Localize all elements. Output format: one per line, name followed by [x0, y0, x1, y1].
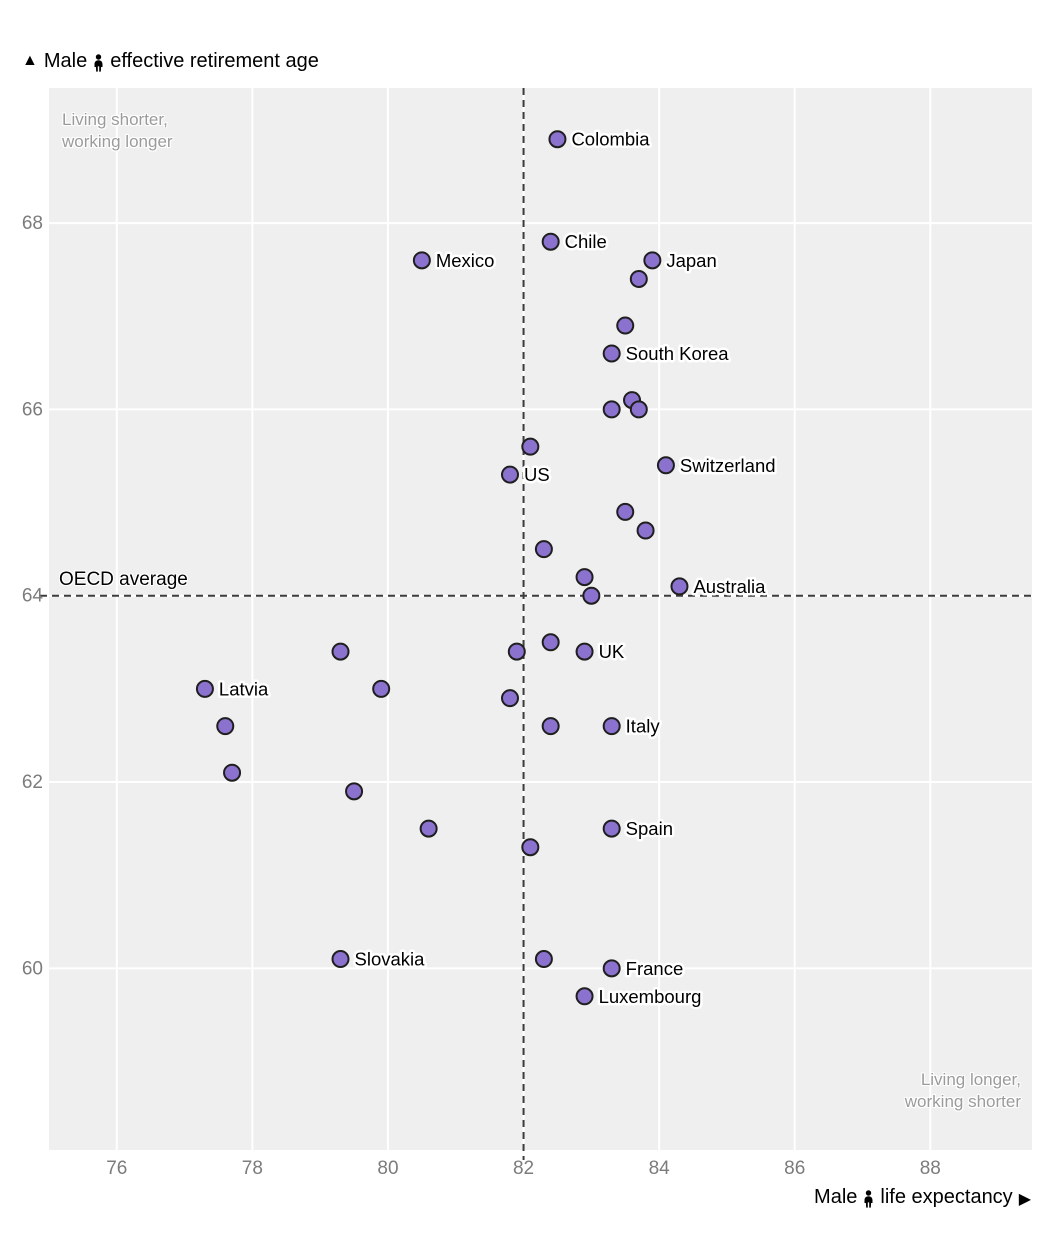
data-point[interactable]	[541, 633, 560, 652]
data-point-latvia[interactable]	[195, 679, 214, 698]
person-icon	[94, 53, 103, 72]
data-point[interactable]	[575, 568, 594, 587]
data-point-japan[interactable]	[643, 251, 662, 270]
data-point[interactable]	[616, 502, 635, 521]
data-point[interactable]	[534, 540, 553, 559]
point-label-luxembourg: Luxembourg	[599, 986, 702, 1007]
data-point[interactable]	[507, 642, 526, 661]
data-point-uk[interactable]	[575, 642, 594, 661]
point-label-latvia: Latvia	[219, 678, 269, 699]
annotation-living-longer: Living longer, working shorter	[905, 1069, 1021, 1113]
data-point-australia[interactable]	[670, 577, 689, 596]
data-point-luxembourg[interactable]	[575, 987, 594, 1006]
data-point[interactable]	[223, 763, 242, 782]
data-point[interactable]	[345, 782, 364, 801]
data-point-colombia[interactable]	[548, 130, 567, 149]
x-axis-title-male: Male	[814, 1186, 858, 1208]
plot-area	[49, 88, 1032, 1150]
data-point[interactable]	[331, 642, 350, 661]
point-label-mexico: Mexico	[436, 250, 495, 271]
x-tick-label: 84	[649, 1158, 671, 1179]
y-tick-label: 62	[22, 772, 43, 793]
data-point[interactable]	[582, 586, 601, 605]
point-label-italy: Italy	[626, 716, 661, 737]
x-axis-title: Male life expectancy ▶	[814, 1186, 1031, 1209]
y-tick-label: 64	[22, 586, 44, 607]
point-label-chile: Chile	[565, 231, 607, 252]
data-point[interactable]	[521, 838, 540, 857]
point-label-us: US	[524, 464, 550, 485]
data-point[interactable]	[534, 950, 553, 969]
data-point[interactable]	[541, 717, 560, 736]
y-tick-label: 66	[22, 399, 43, 420]
x-tick-label: 78	[242, 1158, 263, 1179]
point-label-colombia: Colombia	[571, 129, 650, 150]
data-point-south-korea[interactable]	[602, 344, 621, 363]
data-point[interactable]	[216, 717, 235, 736]
y-axis-title-rest: effective retirement age	[110, 50, 319, 72]
point-label-uk: UK	[599, 641, 625, 662]
point-label-australia: Australia	[693, 576, 766, 597]
y-axis-title: ▲ Male effective retirement age	[22, 50, 319, 73]
data-point-spain[interactable]	[602, 819, 621, 838]
right-triangle-icon: ▶	[1018, 1190, 1031, 1208]
y-axis-title-male: Male	[43, 50, 88, 72]
point-label-spain: Spain	[626, 818, 673, 839]
oecd-average-label: OECD average	[59, 569, 188, 590]
annotation-line: Living longer,	[920, 1070, 1021, 1089]
data-point[interactable]	[521, 437, 540, 456]
annotation-line: working longer	[62, 132, 173, 151]
data-point-switzerland[interactable]	[656, 456, 675, 475]
data-point[interactable]	[419, 819, 438, 838]
data-point[interactable]	[616, 316, 635, 335]
data-point[interactable]	[629, 269, 648, 288]
data-point-mexico[interactable]	[412, 251, 431, 270]
x-tick-label: 76	[106, 1158, 127, 1179]
point-label-south-korea: South Korea	[626, 343, 730, 364]
point-label-switzerland: Switzerland	[680, 455, 776, 476]
data-point[interactable]	[636, 521, 655, 540]
point-label-slovakia: Slovakia	[355, 949, 426, 970]
x-axis-title-rest: life expectancy	[880, 1186, 1013, 1208]
data-point[interactable]	[372, 679, 391, 698]
up-triangle-icon: ▲	[22, 51, 38, 69]
data-point-italy[interactable]	[602, 717, 621, 736]
x-tick-label: 82	[513, 1158, 534, 1179]
annotation-living-shorter: Living shorter, working longer	[62, 109, 173, 153]
annotation-line: Living shorter,	[62, 110, 168, 129]
data-point[interactable]	[500, 689, 519, 708]
point-label-japan: Japan	[666, 250, 716, 271]
person-icon	[864, 1189, 873, 1208]
x-tick-label: 86	[784, 1158, 805, 1179]
data-point-france[interactable]	[602, 959, 621, 978]
y-tick-label: 68	[22, 213, 43, 234]
data-point[interactable]	[629, 400, 648, 419]
y-tick-label: 60	[22, 958, 43, 979]
point-label-france: France	[626, 958, 684, 979]
x-tick-label: 88	[920, 1158, 941, 1179]
x-tick-label: 80	[377, 1158, 398, 1179]
data-point[interactable]	[602, 400, 621, 419]
data-point-slovakia[interactable]	[331, 950, 350, 969]
data-point-chile[interactable]	[541, 232, 560, 251]
data-point-us[interactable]	[500, 465, 519, 484]
annotation-line: working shorter	[904, 1092, 1021, 1111]
